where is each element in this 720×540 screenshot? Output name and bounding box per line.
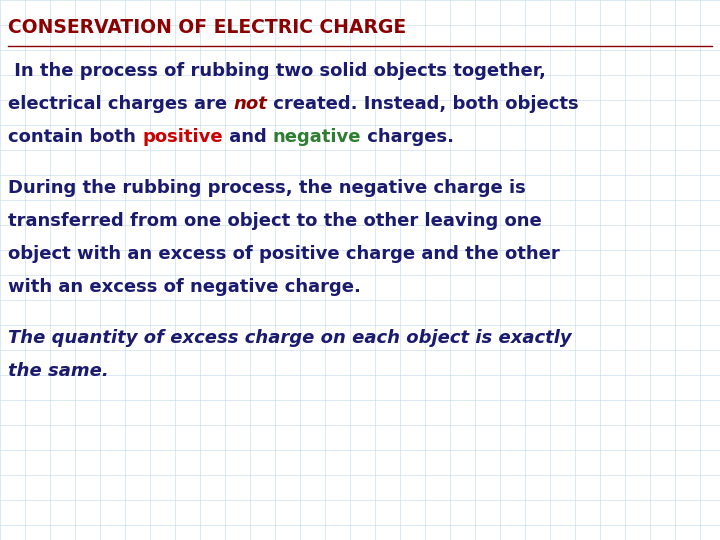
Text: transferred from one object to the other leaving one: transferred from one object to the other…	[8, 212, 541, 230]
Text: In the process of rubbing two solid objects together,: In the process of rubbing two solid obje…	[8, 62, 546, 80]
Text: During the rubbing process, the negative charge is: During the rubbing process, the negative…	[8, 179, 526, 197]
Text: created. Instead, both objects: created. Instead, both objects	[267, 95, 579, 113]
Text: and: and	[222, 128, 273, 146]
Text: not: not	[233, 95, 267, 113]
Text: object with an excess of positive charge and the other: object with an excess of positive charge…	[8, 245, 559, 263]
Text: with an excess of negative charge.: with an excess of negative charge.	[8, 278, 361, 296]
Text: the same.: the same.	[8, 362, 109, 380]
Text: positive: positive	[142, 128, 222, 146]
Text: charges.: charges.	[361, 128, 454, 146]
Text: The quantity of excess charge on each object is exactly: The quantity of excess charge on each ob…	[8, 329, 572, 347]
Text: CONSERVATION OF ELECTRIC CHARGE: CONSERVATION OF ELECTRIC CHARGE	[8, 18, 406, 37]
Text: negative: negative	[273, 128, 361, 146]
Text: contain both: contain both	[8, 128, 142, 146]
Text: electrical charges are: electrical charges are	[8, 95, 233, 113]
